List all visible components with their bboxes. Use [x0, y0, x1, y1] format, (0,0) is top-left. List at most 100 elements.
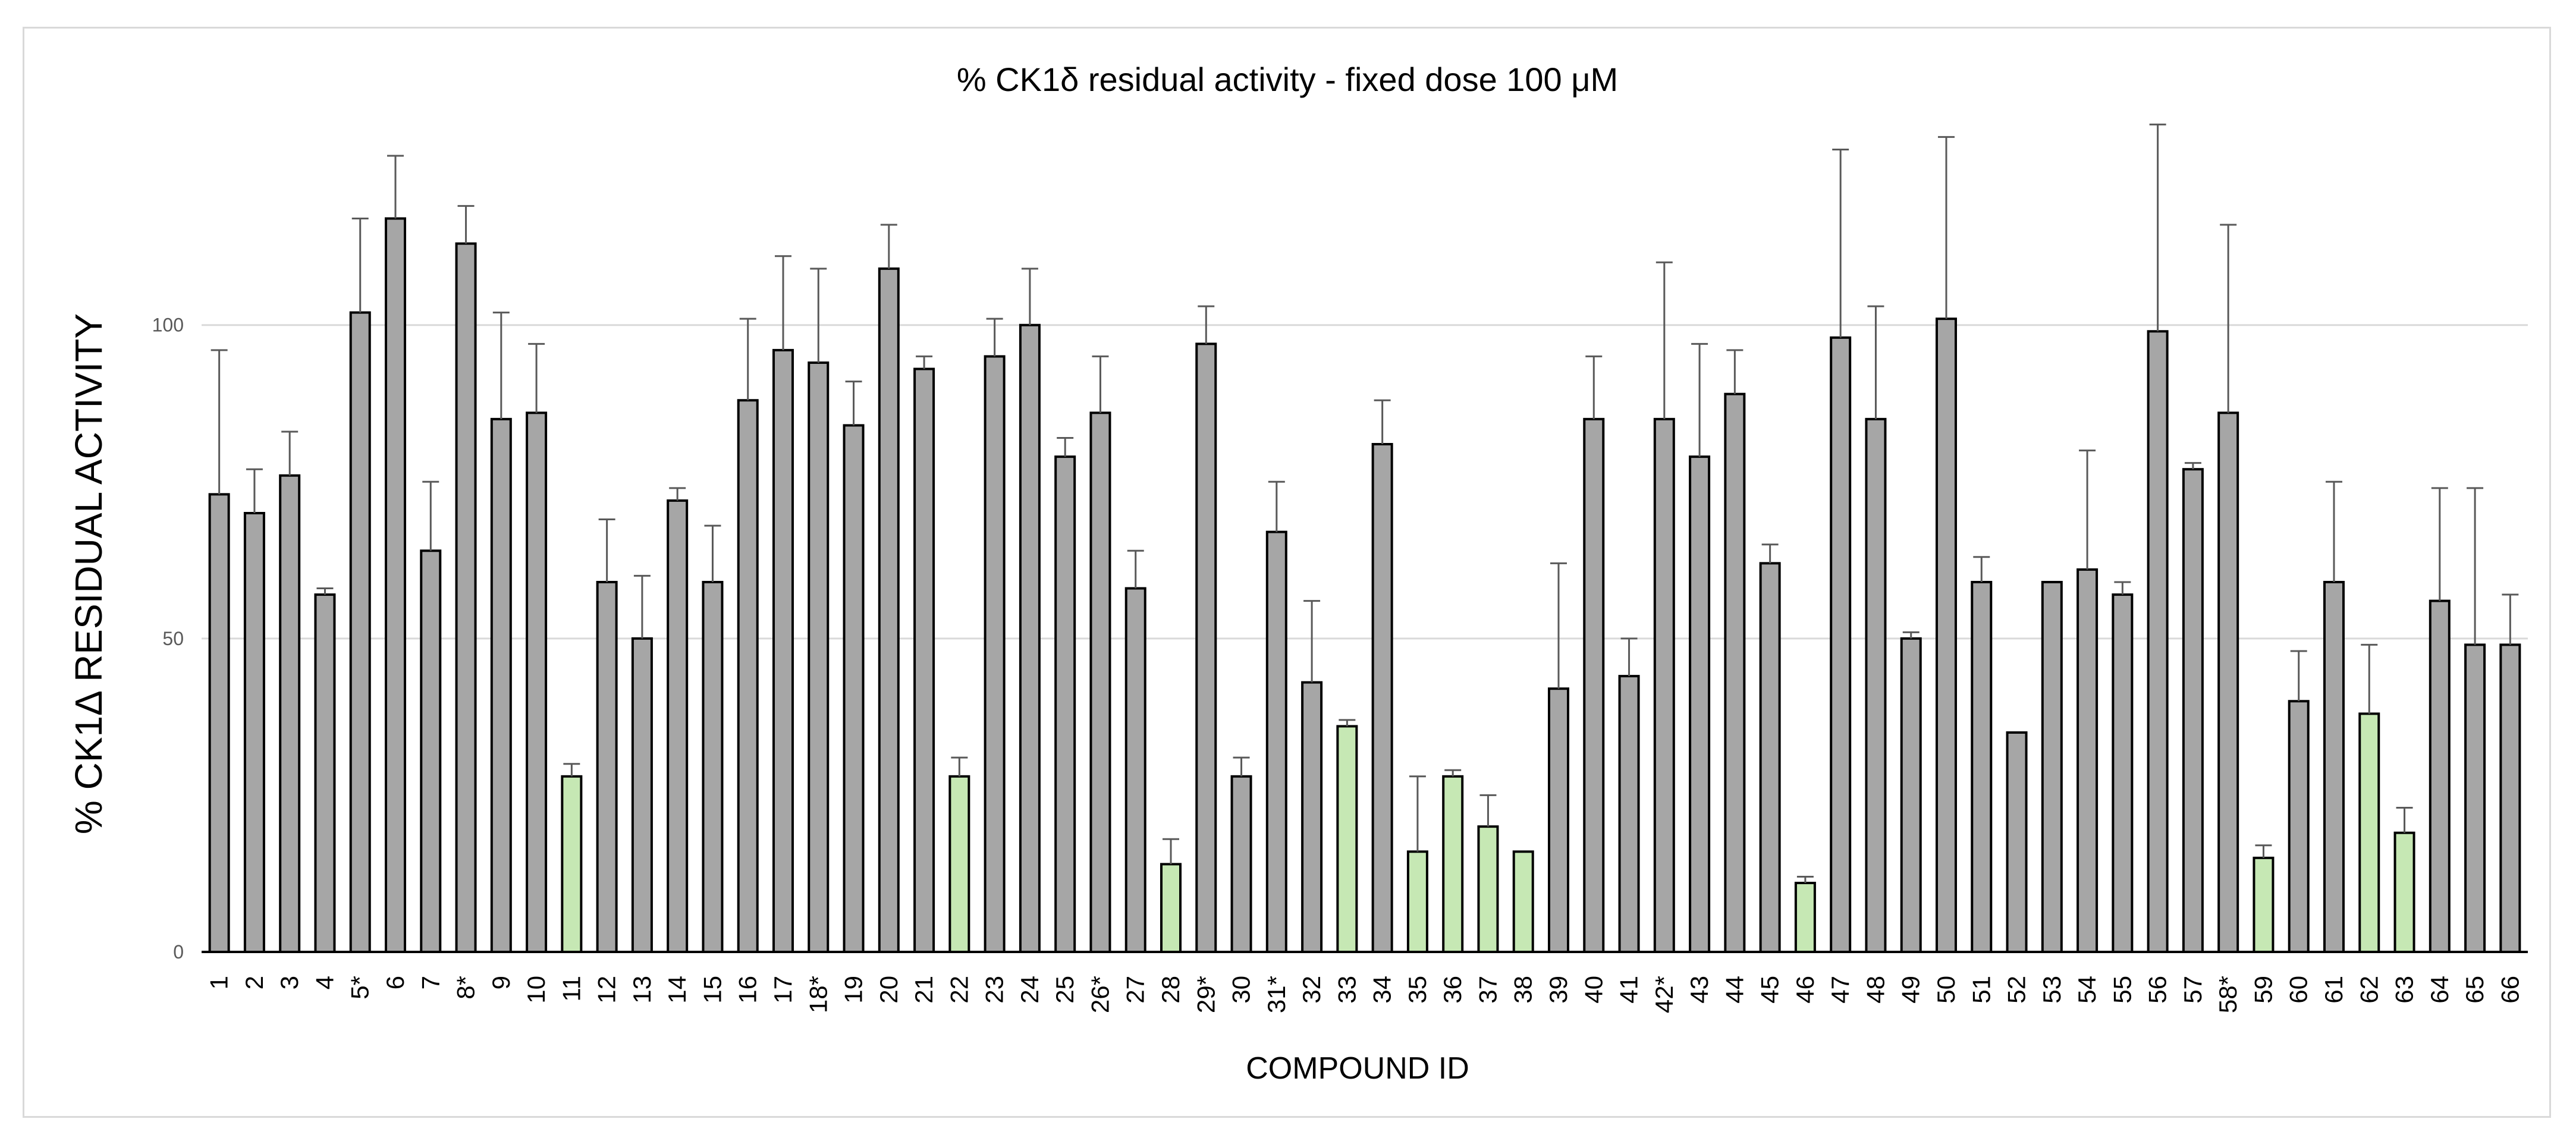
bar-18*	[808, 361, 830, 953]
error-bar-65	[2467, 487, 2484, 645]
error-bar-21	[916, 355, 933, 369]
bar-30	[1230, 775, 1252, 954]
bar-24	[1019, 323, 1041, 954]
error-bar-26*	[1092, 355, 1109, 413]
error-bar-20	[880, 224, 897, 269]
error-bar-39	[1550, 562, 1567, 689]
bar-11	[561, 775, 583, 954]
x-tick-label: 3	[275, 976, 303, 989]
bar-49	[1900, 637, 1922, 954]
x-tick-label: 52	[2003, 976, 2031, 1004]
bar-15	[702, 580, 724, 953]
x-tick-label: 37	[1474, 976, 1501, 1004]
error-bar-16	[739, 318, 756, 401]
y-tick-label: 0	[173, 941, 184, 963]
x-tick-label: 23	[981, 976, 1009, 1004]
x-tick-label: 61	[2320, 976, 2348, 1004]
x-tick-label: 25	[1051, 976, 1079, 1004]
bar-21	[913, 367, 935, 953]
error-bar-44	[1726, 349, 1743, 394]
x-tick-label: 42*	[1650, 976, 1678, 1013]
error-bar-55	[2114, 581, 2131, 595]
x-tick-label: 29*	[1192, 976, 1220, 1013]
x-tick-label: 38	[1509, 976, 1537, 1004]
x-tick-label: 43	[1685, 976, 1713, 1004]
x-tick-label: 59	[2249, 976, 2277, 1004]
error-bar-12	[598, 518, 615, 582]
bar-37	[1477, 825, 1499, 953]
error-bar-24	[1021, 268, 1038, 325]
error-bar-32	[1303, 600, 1321, 683]
bar-19	[843, 424, 865, 953]
error-bar-35	[1409, 775, 1426, 852]
error-bar-54	[2079, 450, 2096, 570]
bar-10	[526, 411, 548, 953]
error-bar-25	[1057, 436, 1074, 457]
chart-title: % CK1δ residual activity - fixed dose 10…	[957, 61, 1618, 98]
bar-16	[737, 399, 759, 953]
x-tick-label: 46	[1791, 976, 1819, 1004]
bar-48	[1865, 417, 1887, 953]
bar-1	[208, 493, 230, 953]
error-bar-51	[1973, 556, 1990, 582]
bar-66	[2499, 643, 2521, 953]
x-tick-label: 48	[1861, 976, 1889, 1004]
bar-13	[631, 637, 653, 954]
error-bar-17	[775, 255, 791, 350]
bar-42*	[1653, 417, 1675, 953]
x-tick-label: 22	[945, 976, 973, 1004]
bar-43	[1689, 455, 1711, 953]
x-tick-label: 8*	[452, 976, 480, 999]
bar-55	[2112, 593, 2134, 953]
bar-6	[384, 217, 407, 953]
x-axis-ticks: 1 2 3 4 5* 6 7 8* 9 10 11 12 13 14 15 16 17 18* 19 20 21 22 23…	[205, 976, 2524, 1013]
x-tick-label: 53	[2038, 976, 2066, 1004]
bar-2	[243, 512, 265, 953]
error-bar-50	[1938, 136, 1955, 319]
error-bar-56	[2149, 123, 2166, 332]
error-bar-6	[387, 155, 404, 219]
bar-61	[2323, 580, 2345, 953]
x-tick-label: 1	[205, 976, 233, 989]
bar-53	[2041, 580, 2063, 953]
y-tick-label: 50	[162, 628, 184, 649]
bar-44	[1724, 392, 1746, 953]
bar-38	[1512, 850, 1534, 954]
gridlines	[202, 324, 2528, 640]
error-bar-61	[2326, 480, 2342, 582]
x-tick-label: 31*	[1262, 976, 1290, 1013]
x-tick-label: 56	[2144, 976, 2172, 1004]
bar-46	[1794, 882, 1816, 953]
chart-area: % CK1δ residual activity - fixed dose 10…	[23, 27, 2551, 1118]
bar-29*	[1195, 342, 1217, 953]
error-bar-14	[669, 487, 686, 501]
bar-8*	[455, 242, 477, 954]
error-bar-8*	[457, 205, 475, 244]
bar-62	[2358, 712, 2380, 954]
bar-59	[2253, 856, 2275, 954]
error-bar-23	[986, 318, 1003, 357]
bar-50	[1935, 318, 1958, 954]
error-bar-9	[492, 312, 510, 419]
bar-23	[984, 355, 1006, 953]
x-tick-label: 27	[1121, 976, 1149, 1004]
error-bar-47	[1832, 149, 1849, 338]
x-tick-label: 15	[698, 976, 726, 1004]
x-tick-label: 4	[310, 976, 338, 989]
error-bar-62	[2361, 643, 2378, 714]
x-tick-label: 44	[1720, 976, 1748, 1004]
x-tick-label: 10	[522, 976, 550, 1004]
bar-35	[1406, 850, 1428, 954]
x-tick-label: 30	[1227, 976, 1255, 1004]
x-tick-label: 34	[1368, 976, 1396, 1004]
x-tick-label: 63	[2390, 976, 2418, 1004]
error-bar-3	[281, 430, 299, 476]
error-bar-48	[1867, 305, 1884, 419]
x-tick-label: 5*	[346, 976, 374, 999]
bar-4	[314, 593, 336, 953]
error-bar-18*	[810, 268, 827, 363]
error-bar-33	[1339, 719, 1356, 727]
x-tick-label: 51	[1967, 976, 1995, 1004]
error-bar-11	[563, 763, 580, 777]
error-bar-66	[2502, 593, 2519, 645]
